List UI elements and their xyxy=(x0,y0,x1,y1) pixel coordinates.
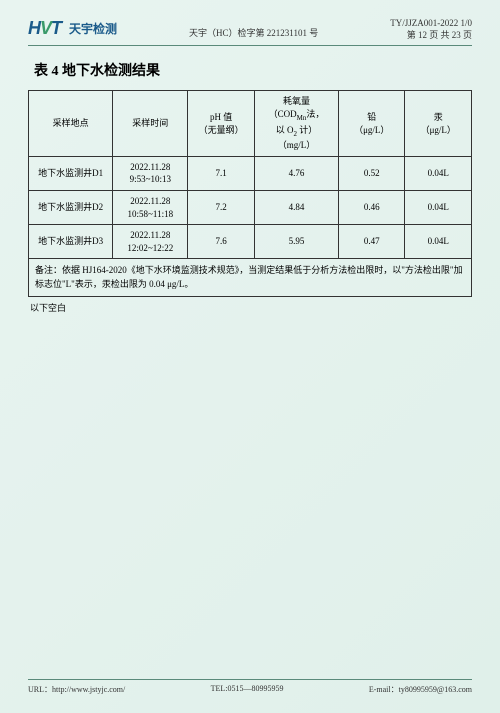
cell-pb: 0.47 xyxy=(339,225,405,259)
cell-pb: 0.52 xyxy=(339,156,405,190)
cell-hg: 0.04L xyxy=(405,190,472,224)
cell-ph: 7.1 xyxy=(188,156,254,190)
cell-pb: 0.46 xyxy=(339,190,405,224)
cell-cod: 4.76 xyxy=(254,156,338,190)
cell-cod: 4.84 xyxy=(254,190,338,224)
cell-time: 2022.11.28 9:53~10:13 xyxy=(113,156,188,190)
results-table: 采样地点 采样时间 pH 值 （无量纲） 耗氧量 （CODMn法， 以 O2 计… xyxy=(28,90,472,297)
table-row: 地下水监测井D1 2022.11.28 9:53~10:13 7.1 4.76 … xyxy=(29,156,472,190)
table-note: 备注：依据 HJ164-2020《地下水环境监测技术规范》，当测定结果低于分析方… xyxy=(29,259,472,297)
page-number: 第 12 页 共 23 页 xyxy=(390,30,472,42)
cell-ph: 7.6 xyxy=(188,225,254,259)
table-title: 表 4 地下水检测结果 xyxy=(34,60,472,80)
cell-location: 地下水监测井D3 xyxy=(29,225,113,259)
doc-code: TY/JJZA001-2022 1/0 xyxy=(390,18,472,30)
col-hg: 汞 （μg/L） xyxy=(405,91,472,156)
footer-url: URL：http://www.jstyjc.com/ xyxy=(28,684,125,695)
cell-cod: 5.95 xyxy=(254,225,338,259)
cell-time: 2022.11.28 12:02~12:22 xyxy=(113,225,188,259)
cell-time: 2022.11.28 10:58~11:18 xyxy=(113,190,188,224)
footer-email: E-mail：ty80995959@163.com xyxy=(369,684,472,695)
footer-tel: TEL:0515—80995959 xyxy=(211,684,284,695)
table-row: 地下水监测井D3 2022.11.28 12:02~12:22 7.6 5.95… xyxy=(29,225,472,259)
doc-number-right: TY/JJZA001-2022 1/0 第 12 页 共 23 页 xyxy=(390,18,472,41)
cell-hg: 0.04L xyxy=(405,156,472,190)
col-cod: 耗氧量 （CODMn法， 以 O2 计） （mg/L） xyxy=(254,91,338,156)
cell-ph: 7.2 xyxy=(188,190,254,224)
cell-location: 地下水监测井D2 xyxy=(29,190,113,224)
table-header-row: 采样地点 采样时间 pH 值 （无量纲） 耗氧量 （CODMn法， 以 O2 计… xyxy=(29,91,472,156)
table-note-row: 备注：依据 HJ164-2020《地下水环境监测技术规范》，当测定结果低于分析方… xyxy=(29,259,472,297)
logo-mark: HVT xyxy=(28,18,61,39)
col-pb: 铅 （μg/L） xyxy=(339,91,405,156)
doc-number-center: 天宇（HC）检字第 221231101 号 xyxy=(189,26,318,41)
page-header: HVT 天宇检测 天宇（HC）检字第 221231101 号 TY/JJZA00… xyxy=(28,18,472,46)
col-ph: pH 值 （无量纲） xyxy=(188,91,254,156)
page-footer: URL：http://www.jstyjc.com/ TEL:0515—8099… xyxy=(28,679,472,695)
cell-location: 地下水监测井D1 xyxy=(29,156,113,190)
col-time: 采样时间 xyxy=(113,91,188,156)
blank-below: 以下空白 xyxy=(30,301,472,314)
table-row: 地下水监测井D2 2022.11.28 10:58~11:18 7.2 4.84… xyxy=(29,190,472,224)
col-location: 采样地点 xyxy=(29,91,113,156)
cell-hg: 0.04L xyxy=(405,225,472,259)
logo: HVT 天宇检测 xyxy=(28,18,117,39)
logo-text-cn: 天宇检测 xyxy=(69,20,117,37)
